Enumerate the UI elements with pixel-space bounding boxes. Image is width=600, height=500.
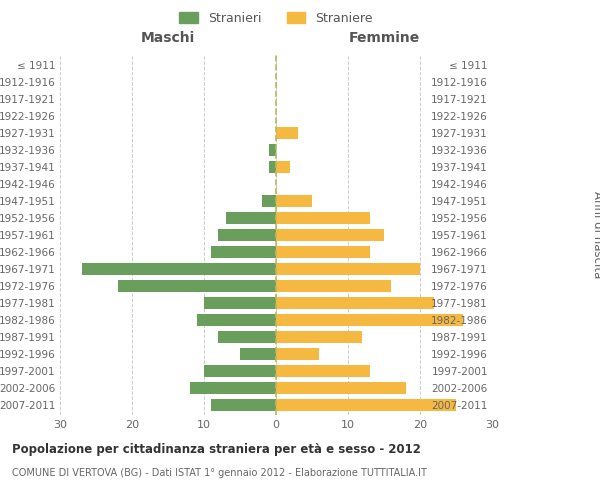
Bar [276,195,312,207]
Bar [276,229,384,241]
Bar [276,246,370,258]
Bar [276,364,370,377]
Bar [211,246,276,258]
Bar [276,280,391,292]
Text: Femmine: Femmine [349,31,419,45]
Bar [276,297,434,309]
Bar [190,382,276,394]
Bar [276,212,370,224]
Bar [82,263,276,275]
Bar [211,398,276,411]
Bar [276,127,298,139]
Bar [204,297,276,309]
Bar [226,212,276,224]
Bar [276,161,290,173]
Bar [276,382,406,394]
Bar [240,348,276,360]
Bar [218,331,276,343]
Text: Popolazione per cittadinanza straniera per età e sesso - 2012: Popolazione per cittadinanza straniera p… [12,442,421,456]
Bar [276,331,362,343]
Bar [204,364,276,377]
Text: Maschi: Maschi [141,31,195,45]
Legend: Stranieri, Straniere: Stranieri, Straniere [173,6,379,31]
Bar [276,348,319,360]
Text: COMUNE DI VERTOVA (BG) - Dati ISTAT 1° gennaio 2012 - Elaborazione TUTTITALIA.IT: COMUNE DI VERTOVA (BG) - Dati ISTAT 1° g… [12,468,427,477]
Bar [197,314,276,326]
Bar [269,161,276,173]
Bar [269,144,276,156]
Text: Anni di nascita: Anni di nascita [590,192,600,278]
Bar [276,314,463,326]
Bar [276,398,456,411]
Bar [218,229,276,241]
Bar [118,280,276,292]
Bar [262,195,276,207]
Bar [276,263,420,275]
